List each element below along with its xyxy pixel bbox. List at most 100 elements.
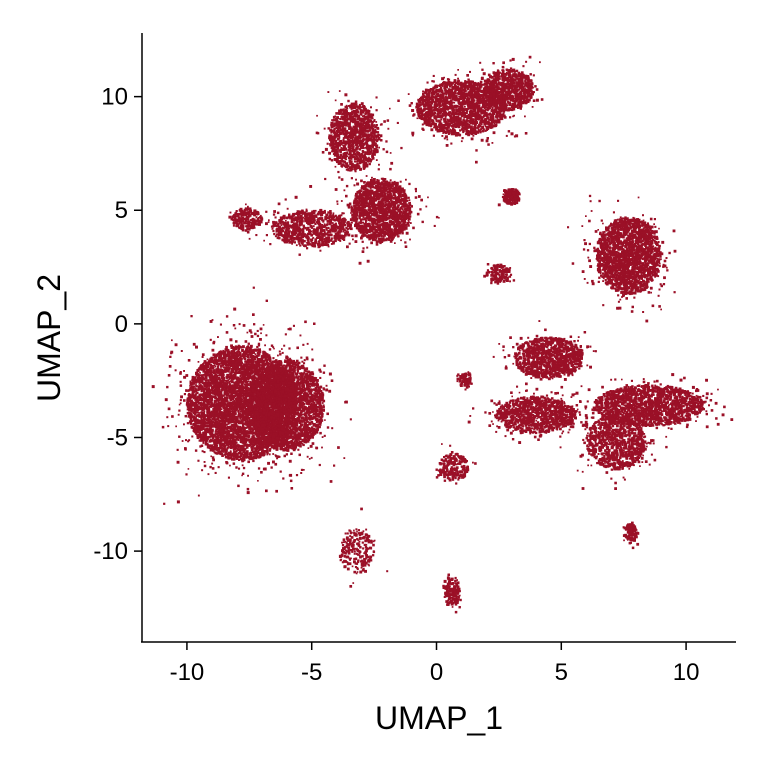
scatter-point [221, 388, 225, 391]
scatter-point [180, 395, 183, 399]
scatter-point [226, 424, 228, 426]
scatter-point [240, 381, 244, 385]
scatter-point [220, 362, 223, 365]
scatter-point [256, 334, 260, 338]
scatter-point [199, 385, 203, 388]
scatter-point [266, 356, 268, 359]
scatter-point [211, 424, 213, 426]
scatter-point [248, 428, 250, 431]
scatter-point [245, 389, 248, 392]
scatter-point [211, 429, 214, 433]
scatter-point [206, 409, 210, 413]
scatter-point [274, 360, 277, 363]
scatter-point [171, 339, 173, 342]
scatter-point [212, 407, 215, 411]
scatter-point [227, 444, 230, 447]
scatter-point [210, 420, 213, 422]
scatter-point [222, 444, 226, 447]
scatter-point [189, 418, 193, 421]
scatter-point [217, 406, 221, 409]
scatter-point [242, 431, 245, 434]
scatter-point [242, 456, 245, 460]
scatter-point [212, 436, 214, 438]
scatter-point [196, 424, 199, 428]
scatter-point [191, 375, 195, 379]
scatter-point [246, 383, 250, 386]
scatter-point [229, 450, 232, 452]
scatter-point [248, 329, 252, 333]
scatter-point [208, 436, 211, 439]
scatter-point [220, 399, 224, 403]
scatter-point [196, 371, 199, 374]
scatter-point [228, 366, 231, 369]
scatter-point [250, 331, 253, 334]
scatter-point [249, 364, 253, 368]
scatter-point [232, 451, 235, 454]
scatter-point [189, 394, 192, 398]
scatter-point [174, 369, 177, 372]
scatter-point [208, 427, 211, 430]
scatter-point [245, 426, 248, 429]
scatter-point [319, 431, 322, 435]
scatter-point [215, 397, 218, 400]
scatter-point [200, 366, 204, 370]
scatter-point [257, 358, 261, 361]
scatter-point [261, 453, 264, 456]
scatter-point [190, 400, 194, 404]
scatter-point [206, 372, 209, 376]
scatter-point [235, 433, 238, 436]
scatter-point [224, 419, 227, 422]
scatter-point [203, 438, 207, 442]
scatter-point [226, 392, 229, 396]
scatter-point [274, 462, 278, 466]
scatter-point [231, 417, 235, 420]
scatter-point [244, 431, 247, 434]
scatter-point [167, 374, 171, 377]
scatter-point [239, 346, 243, 349]
scatter-point [198, 439, 201, 442]
scatter-point [198, 393, 202, 396]
scatter-point [233, 347, 236, 350]
scatter-point [180, 350, 183, 352]
scatter-point [240, 446, 244, 449]
scatter-point [215, 391, 218, 394]
scatter-point [238, 407, 242, 411]
scatter-point [247, 342, 250, 345]
scatter-point [229, 396, 232, 400]
scatter-point [252, 434, 255, 438]
scatter-point [211, 467, 215, 470]
scatter-point [318, 463, 321, 467]
scatter-point [208, 386, 210, 389]
scatter-point [222, 424, 225, 427]
scatter-point [328, 372, 332, 376]
scatter-point [208, 391, 211, 395]
scatter-point [197, 388, 200, 392]
scatter-point [227, 429, 230, 432]
scatter-point [242, 367, 245, 370]
scatter-point [236, 433, 240, 437]
scatter-point [205, 403, 209, 407]
scatter-point [213, 355, 217, 359]
scatter-point [256, 384, 260, 388]
scatter-point [213, 405, 216, 408]
scatter-point [251, 360, 255, 363]
scatter-point [196, 434, 198, 437]
scatter-point [209, 432, 212, 436]
scatter-point [260, 471, 263, 474]
scatter-point [219, 426, 222, 429]
scatter-point [325, 384, 328, 387]
scatter-point [272, 460, 275, 464]
scatter-point [215, 368, 218, 371]
scatter-point [253, 364, 256, 367]
scatter-point [168, 365, 172, 368]
scatter-point [205, 441, 208, 444]
scatter-point [198, 367, 200, 369]
scatter-point [214, 365, 217, 368]
scatter-point [238, 421, 241, 425]
scatter-point [231, 407, 234, 410]
scatter-point [274, 363, 277, 365]
scatter-point [225, 315, 229, 318]
scatter-point [192, 407, 195, 410]
scatter-point [223, 437, 226, 440]
scatter-point [212, 366, 215, 369]
